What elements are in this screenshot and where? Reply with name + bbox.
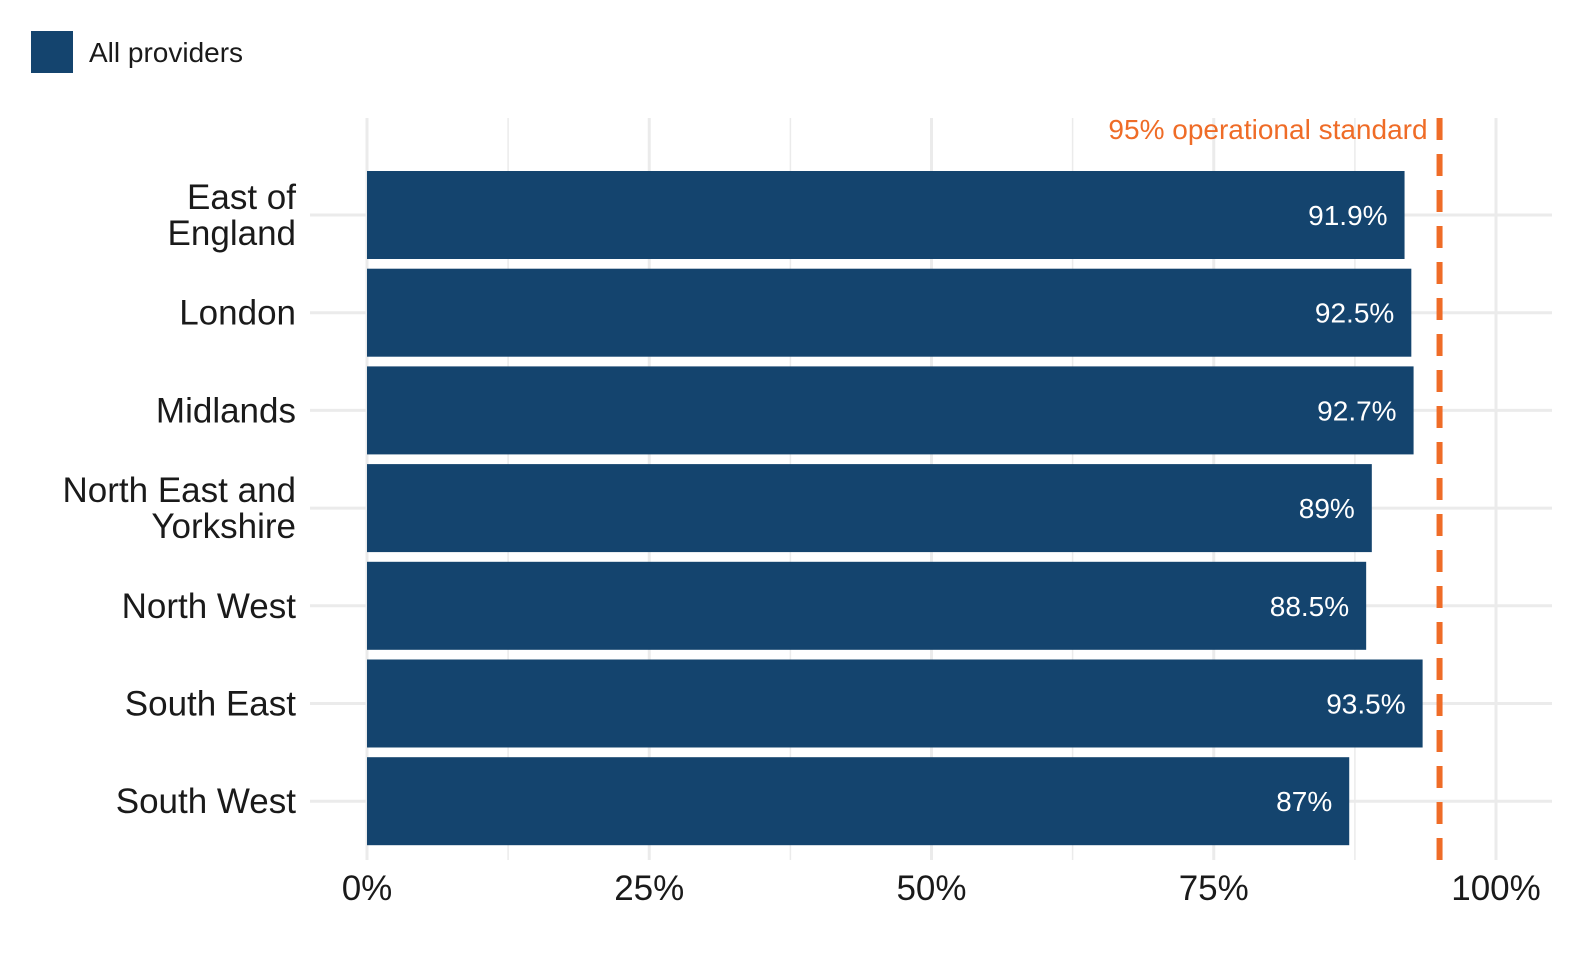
x-tick-label: 0% [342,869,393,908]
bar [367,757,1350,846]
x-tick-label: 75% [1179,869,1249,908]
legend-label: All providers [89,37,243,68]
bar [367,561,1367,650]
x-tick-label: 25% [614,869,684,908]
bar [367,659,1423,748]
bar [367,268,1412,357]
reference-line-group: 95% operational standard [1108,114,1443,860]
bar [367,366,1414,455]
category-label: East of [187,178,296,217]
bar-value-label: 88.5% [1270,591,1349,622]
bar-value-label: 92.7% [1317,395,1396,426]
category-label: London [179,294,296,333]
bar-value-label: 87% [1276,786,1332,817]
category-label: North East and [63,471,296,510]
bar-value-label: 89% [1299,493,1355,524]
x-tick-label: 100% [1451,869,1541,908]
category-label: England [168,214,296,253]
category-label: Yorkshire [151,507,296,546]
x-tick-label: 50% [896,869,966,908]
category-label: South East [125,685,296,724]
category-label: South West [116,782,297,821]
reference-line-label: 95% operational standard [1108,114,1427,145]
legend-swatch [31,31,73,73]
bar [367,464,1372,553]
legend: All providers [31,31,243,73]
bar [367,171,1405,259]
category-label: North West [122,587,297,626]
bar-value-label: 92.5% [1315,298,1394,329]
category-label: Midlands [156,391,296,430]
bar-value-label: 93.5% [1326,689,1405,720]
bar-value-label: 91.9% [1308,200,1387,231]
bars [367,171,1423,846]
